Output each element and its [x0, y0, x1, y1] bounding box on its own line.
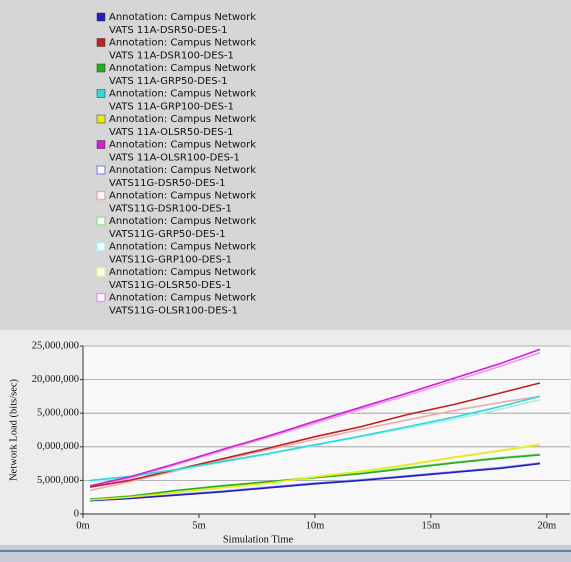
legend-name: VATS11G-DSR100-DES-1 — [109, 204, 232, 215]
legend-marker — [96, 89, 106, 98]
legend-annotation: Annotation: Campus Network — [109, 63, 256, 74]
legend-name: VATS 11A-OLSR100-DES-1 — [109, 153, 240, 164]
legend-name: VATS11G-OLSR50-DES-1 — [109, 280, 232, 291]
legend-annotation: Annotation: Campus Network — [109, 242, 256, 253]
legend-annotation: Annotation: Campus Network — [109, 12, 256, 23]
y-tick-label: 5,000,000 — [37, 475, 79, 486]
legend-marker — [96, 190, 106, 201]
legend-name: VATS11G-DSR50-DES-1 — [109, 178, 225, 189]
y-tick-label: 20,000,000 — [32, 374, 79, 385]
legend-marker — [96, 140, 106, 149]
x-tick-label: 0m — [76, 520, 89, 531]
legend-marker — [96, 12, 106, 22]
series-line — [89, 382, 541, 488]
legend-annotation: Annotation: Campus Network — [109, 165, 256, 176]
legend-marker — [96, 292, 106, 303]
y-tick-label: 25,000,000 — [32, 340, 79, 351]
legend-name: VATS11G-GRP100-DES-1 — [109, 255, 232, 266]
legend-annotation: Annotation: Campus Network — [109, 89, 256, 100]
legend-background — [0, 0, 571, 330]
series-line — [89, 351, 541, 488]
y-tick-label: 0 — [74, 508, 79, 519]
series-line — [89, 395, 541, 482]
series-line — [89, 462, 540, 502]
y-tick-label: 0,000,000 — [37, 441, 79, 452]
y-tick-label: 5,000,000 — [37, 408, 79, 419]
series-line — [89, 444, 541, 501]
x-tick-label: 15m — [422, 520, 441, 531]
legend-marker — [96, 241, 106, 252]
legend-annotation: Annotation: Campus Network — [109, 38, 256, 49]
status-strip — [0, 545, 571, 562]
legend-annotation: Annotation: Campus Network — [109, 293, 256, 304]
legend-marker — [96, 38, 106, 47]
legend-annotation: Annotation: Campus Network — [109, 216, 256, 227]
legend-marker — [96, 267, 106, 277]
legend-name: VATS 11A-OLSR50-DES-1 — [109, 127, 234, 138]
legend-marker — [96, 165, 106, 175]
legend-name: VATS 11A-DSR100-DES-1 — [109, 51, 234, 62]
legend-name: VATS 11A-GRP50-DES-1 — [109, 76, 228, 87]
plot-area — [83, 346, 570, 514]
legend-name: VATS11G-OLSR100-DES-1 — [109, 306, 238, 317]
legend-annotation: Annotation: Campus Network — [109, 267, 256, 278]
legend-name: VATS 11A-DSR50-DES-1 — [109, 25, 228, 36]
legend-annotation: Annotation: Campus Network — [109, 114, 256, 125]
series-line — [89, 395, 541, 492]
x-axis-label: Simulation Time — [223, 534, 294, 545]
series-line — [89, 348, 541, 487]
legend-marker — [96, 63, 106, 73]
x-tick-label: 20m — [537, 520, 556, 531]
legend-annotation: Annotation: Campus Network — [109, 191, 256, 202]
legend-marker — [96, 216, 106, 226]
y-axis-label: Network Load (bits/sec) — [8, 378, 19, 481]
x-tick-label: 10m — [306, 520, 325, 531]
legend-name: VATS 11A-GRP100-DES-1 — [109, 102, 234, 113]
legend-marker — [96, 114, 106, 124]
legend-annotation: Annotation: Campus Network — [109, 140, 256, 151]
legend-name: VATS11G-GRP50-DES-1 — [109, 229, 226, 240]
x-tick-label: 5m — [192, 520, 205, 531]
